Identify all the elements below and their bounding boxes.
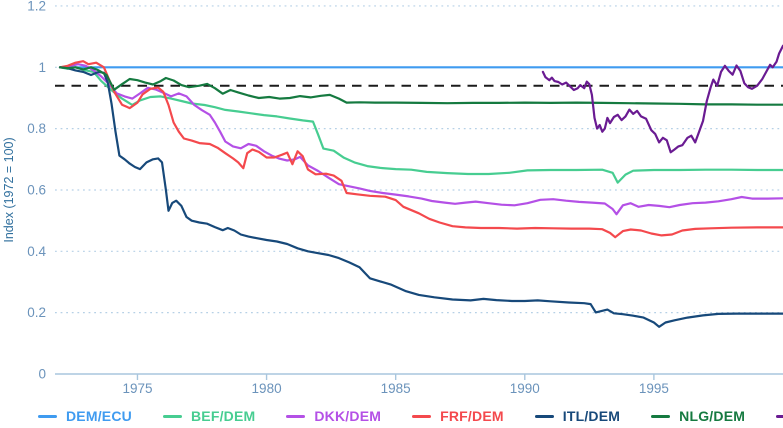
- legend-swatch-dem-ecu: [38, 414, 57, 418]
- line-nlg-dem: [58, 66, 783, 106]
- line-itl-dem: [58, 66, 783, 328]
- x-tick-label: 1975: [122, 381, 152, 396]
- y-tick-label: 0.4: [27, 244, 46, 259]
- legend-swatch-bef-dem: [162, 414, 182, 418]
- y-axis-title: Index (1972 = 100): [2, 137, 16, 242]
- x-tick-label: 1990: [510, 381, 540, 396]
- legend-swatch-dkk-dem: [286, 414, 306, 418]
- legend-item-dem-ecu: DEM/ECU: [38, 408, 132, 424]
- x-tick-label: 1995: [639, 381, 669, 396]
- legend-swatch-frf-dem: [412, 414, 432, 418]
- legend-label-itl-dem: ITL/DEM: [562, 408, 621, 424]
- legend-label-dem-ecu: DEM/ECU: [66, 408, 132, 424]
- legend-item-frf-dem: FRF/DEM: [412, 408, 504, 424]
- legend-label-dkk-dem: DKK/DEM: [314, 408, 382, 424]
- x-tick-label: 1980: [252, 381, 282, 396]
- legend-swatch-nlg-dem: [651, 414, 671, 418]
- legend-label-frf-dem: FRF/DEM: [440, 408, 504, 424]
- line-gbp-dem: [541, 44, 783, 154]
- line-bef-dem: [58, 66, 783, 184]
- chart-canvas: 1975 1980 1985 1990 1995 0 0.2 0.4 0.6 0.8 1 1.2 Ind…: [2, 0, 783, 396]
- y-tick-label: 1: [38, 60, 46, 75]
- y-tick-label: 0.2: [27, 305, 46, 320]
- line-dkk-dem: [58, 63, 783, 216]
- legend-label-bef-dem: BEF/DEM: [190, 408, 256, 424]
- y-tick-label: 0.6: [27, 182, 46, 197]
- legend-item-gbp-dem: GBP/DEM: [776, 408, 783, 424]
- legend-item-bef-dem: BEF/DEM: [162, 408, 256, 424]
- line-frf-dem: [58, 60, 783, 239]
- x-tick-label: 1985: [381, 381, 411, 396]
- chart-legend: DEM/ECU BEF/DEM DKK/DEM FRF/DEM ITL/DEM …: [0, 408, 783, 424]
- y-tick-label: 1.2: [27, 0, 46, 13]
- y-tick-label: 0.8: [27, 121, 46, 136]
- legend-item-dkk-dem: DKK/DEM: [286, 408, 381, 424]
- y-tick-label: 0: [38, 367, 46, 382]
- legend-item-nlg-dem: NLG/DEM: [651, 408, 745, 424]
- legend-item-itl-dem: ITL/DEM: [534, 408, 621, 424]
- legend-swatch-gbp-dem: [776, 414, 783, 418]
- legend-swatch-itl-dem: [534, 414, 554, 418]
- legend-label-nlg-dem: NLG/DEM: [679, 408, 746, 424]
